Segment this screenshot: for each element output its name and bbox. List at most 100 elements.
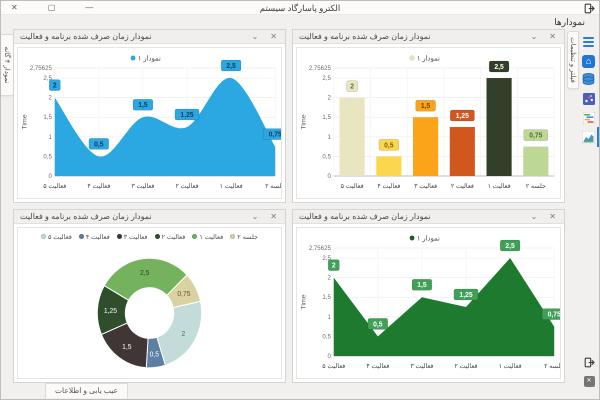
svg-text:فعالیت ۵: فعالیت ۵ [341,183,364,190]
legend-item[interactable]: فعالیت ۳ [116,233,148,241]
svg-text:2,75625: 2,75625 [30,65,53,72]
svg-text:0: 0 [327,353,331,360]
area-chart[interactable]: 2,75625 2,5 2 1,5 1 0,5 0 فعالیت ۵ فعالیت ۴ فعالی… [296,227,561,379]
svg-text:فعالیت ۵: فعالیت ۵ [43,183,66,190]
panel-header: نمودار زمان صرف شده برنامه و فعالیت ⌄ ✕ [293,30,564,44]
database-icon[interactable] [582,73,596,87]
svg-text:1,5: 1,5 [138,102,148,109]
spline-area-chart[interactable]: 2,75625 2,5 2 1,5 1 0,5 0 فعالیت ۵ فعالیت ۴ فعالی… [17,47,282,199]
svg-text:2: 2 [327,95,331,102]
page-title: نمودارها [554,17,585,27]
svg-text:0,5: 0,5 [150,351,160,358]
panel-close-button[interactable]: ✕ [270,211,277,221]
window-close-button[interactable]: ✕ [11,3,18,12]
svg-text:2: 2 [182,331,186,338]
svg-text:2: 2 [332,263,336,270]
exit-icon[interactable] [584,3,595,14]
bar-chart[interactable]: 2,75625 2,5 2 1,5 1 0,5 0 فعالیت ۵ فعالیت ۴ فعالی… [296,47,561,199]
svg-text:2: 2 [53,83,57,90]
svg-text:0,5: 0,5 [43,153,52,160]
svg-text:فعالیت ۲: فعالیت ۲ [176,183,199,190]
legend-item[interactable]: فعالیت ۴ [78,233,110,241]
legend-item[interactable]: فعالیت ۱ [192,233,223,241]
svg-text:نمودار ۱: نمودار ۱ [417,54,440,62]
svg-text:1,5: 1,5 [122,344,132,351]
legend-dot [40,234,46,239]
svg-text:2,5: 2,5 [494,64,504,71]
left-panel-tab-label: نمودار ۴ گانه [3,46,10,84]
svg-text:2,5: 2,5 [322,255,331,262]
svg-text:1,5: 1,5 [421,103,431,110]
filter-settings-tab-label: فیلتر و تنظیمات [569,37,576,83]
legend-dot [230,234,236,239]
svg-text:Time: Time [301,114,308,129]
legend-item[interactable]: فعالیت ۵ [40,233,72,241]
selected-indicator [596,127,599,147]
collapse-button[interactable]: ⌄ [251,31,259,41]
legend-item[interactable]: فعالیت ۲ [154,233,186,241]
svg-text:2,5: 2,5 [322,75,331,82]
svg-text:2,75625: 2,75625 [309,245,332,252]
svg-text:1,25: 1,25 [456,113,469,120]
gantt-chart-icon[interactable] [582,111,596,125]
close-box-icon[interactable]: ✕ [582,374,596,388]
panel-close-button[interactable]: ✕ [549,211,556,221]
donut-legend: فعالیت ۵ فعالیت ۴ فعالیت ۳ فعالیت ۲ فعالیت ۱… [18,228,281,242]
svg-text:جلسه ۲: جلسه ۲ [544,363,560,370]
svg-text:1,5: 1,5 [417,282,427,289]
panel-close-button[interactable]: ✕ [270,31,277,41]
chart-panel-bar: نمودار زمان صرف شده برنامه و فعالیت ⌄ ✕ … [292,29,565,203]
svg-text:0,5: 0,5 [322,153,331,160]
svg-text:1,5: 1,5 [322,294,331,301]
trend-chart-icon[interactable] [582,127,599,147]
svg-text:فعالیت ۲: فعالیت ۲ [451,183,474,190]
svg-text:Time: Time [22,114,29,129]
panel-title: نمودار زمان صرف شده برنامه و فعالیت [20,212,152,221]
svg-text:فعالیت ۳: فعالیت ۳ [414,183,437,190]
svg-text:2,5: 2,5 [43,75,52,82]
collapse-button[interactable]: ⌄ [530,211,538,221]
chart-panel-spline-area: نمودار زمان صرف شده برنامه و فعالیت ⌄ ✕ … [13,29,286,203]
window-title: الکترو پاسارگاد سیستم [259,3,341,13]
svg-text:0,75: 0,75 [548,312,560,319]
legend-label: فعالیت ۵ [47,233,72,241]
svg-text:جلسه ۲: جلسه ۲ [265,183,281,190]
svg-text:0,5: 0,5 [384,142,394,149]
svg-text:فعالیت ۱: فعالیت ۱ [488,183,511,190]
svg-text:Time: Time [301,294,308,309]
svg-text:2: 2 [48,95,52,102]
home-icon[interactable]: ⌂ [582,54,596,68]
legend-label: فعالیت ۲ [161,233,186,241]
svg-text:جلسه ۲: جلسه ۲ [526,183,546,190]
svg-text:فعالیت ۳: فعالیت ۳ [410,363,433,370]
panel-title: نمودار زمان صرف شده برنامه و فعالیت [299,32,431,41]
svg-text:فعالیت ۳: فعالیت ۳ [131,183,154,190]
svg-text:نمودار ۱: نمودار ۱ [138,54,161,62]
svg-text:1: 1 [48,134,52,141]
donut-chart[interactable]: فعالیت ۵ فعالیت ۴ فعالیت ۳ فعالیت ۲ فعالیت ۱… [17,227,282,379]
filter-settings-tab[interactable]: فیلتر و تنظیمات [567,31,579,89]
svg-text:1,25: 1,25 [180,112,193,119]
svg-text:2,5: 2,5 [140,270,150,277]
svg-text:فعالیت ۴: فعالیت ۴ [87,183,110,190]
scatter-chart-icon[interactable] [582,92,596,106]
bottom-icon-rail: ✕ [582,355,596,388]
svg-text:0,75: 0,75 [269,132,281,139]
panel-title: نمودار زمان صرف شده برنامه و فعالیت [20,32,152,41]
legend-item[interactable]: جلسه ۲ [230,233,258,241]
collapse-button[interactable]: ⌄ [530,31,538,41]
exit-icon[interactable] [582,355,596,369]
svg-text:0,5: 0,5 [94,141,104,148]
svg-text:0,5: 0,5 [322,333,331,340]
svg-text:2,5: 2,5 [226,63,236,70]
window-maximize-button[interactable]: ▢ [47,3,56,12]
menu-icon[interactable] [582,35,596,49]
panel-close-button[interactable]: ✕ [549,31,556,41]
dashboard-grid: نمودار زمان صرف شده برنامه و فعالیت ⌄ ✕ … [13,29,565,383]
svg-text:1: 1 [327,134,331,141]
window-minimize-button[interactable]: — [85,3,94,12]
diagnostics-tab[interactable]: عیب یابی و اطلاعات [45,383,129,398]
collapse-button[interactable]: ⌄ [251,211,259,221]
diagnostics-tab-label: عیب یابی و اطلاعات [55,386,119,395]
